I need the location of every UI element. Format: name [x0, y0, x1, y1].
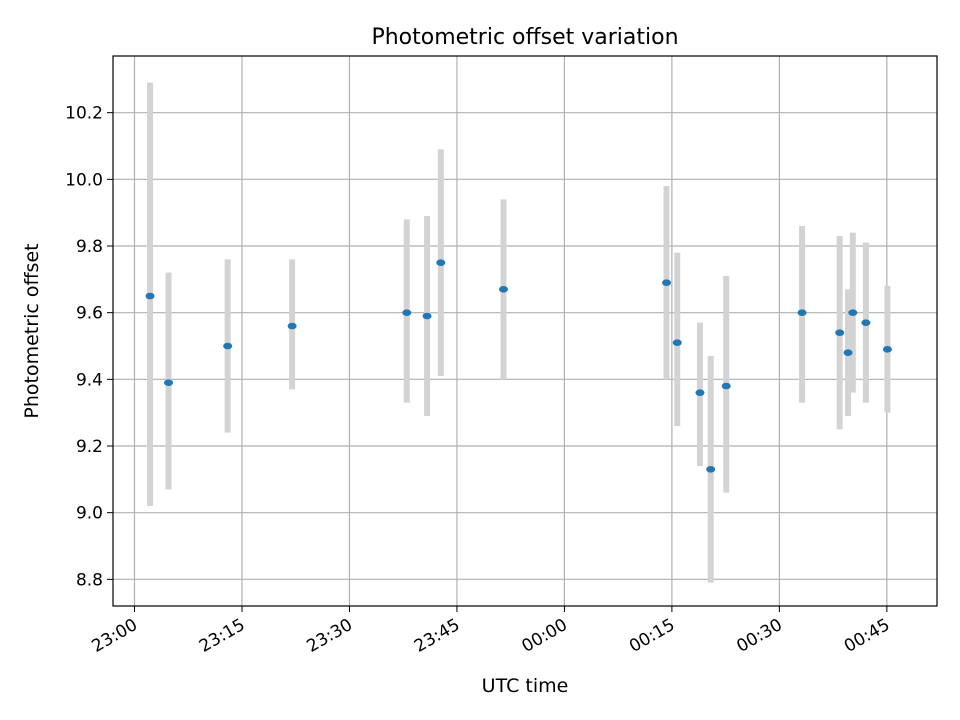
data-point	[499, 286, 509, 293]
data-point	[422, 312, 432, 320]
y-axis-ticks: 8.8 9.0 9.2 9.4 9.6 9.8 10.0 10.2	[65, 104, 113, 590]
data-point	[797, 309, 807, 316]
y-axis-label: Photometric offset	[21, 243, 43, 418]
data-point	[695, 389, 705, 396]
y-tick-label: 10.2	[65, 104, 103, 124]
data-point	[164, 379, 174, 386]
data-point	[662, 279, 672, 286]
data-point	[145, 292, 155, 300]
data-point	[223, 342, 233, 350]
data-point	[843, 349, 853, 356]
data-point	[672, 339, 682, 346]
data-point	[848, 309, 858, 316]
y-tick-label: 9.4	[76, 370, 103, 390]
data-point	[721, 382, 731, 390]
data-point	[402, 309, 412, 316]
data-points	[145, 259, 892, 473]
data-point	[436, 259, 446, 266]
y-tick-label: 10.0	[65, 170, 103, 190]
y-tick-label: 9.8	[76, 237, 103, 257]
chart-title: Photometric offset variation	[371, 25, 678, 50]
y-tick-label: 9.6	[76, 304, 103, 324]
data-point	[706, 466, 716, 473]
x-axis-label: UTC time	[482, 675, 569, 697]
data-point	[861, 319, 871, 326]
y-tick-label: 9.0	[76, 504, 103, 524]
data-point	[835, 329, 845, 336]
y-tick-label: 8.8	[76, 570, 103, 590]
plot-frame	[112, 55, 938, 607]
data-point	[882, 346, 892, 353]
data-point	[287, 322, 297, 330]
y-tick-label: 9.2	[76, 437, 103, 457]
